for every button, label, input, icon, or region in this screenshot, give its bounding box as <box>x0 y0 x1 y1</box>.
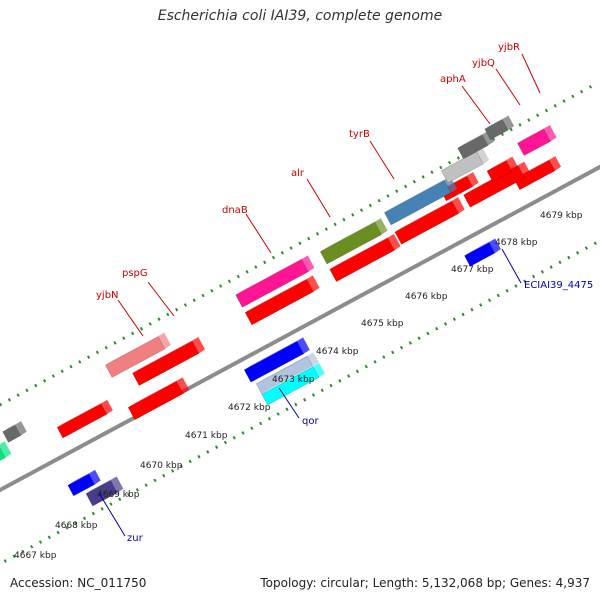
gene-label-pspg[interactable]: pspG <box>122 268 175 317</box>
genome-summary: Topology: circular; Length: 5,132,068 bp… <box>260 576 590 590</box>
svg-text:ECIAI39_4475: ECIAI39_4475 <box>524 280 593 291</box>
svg-text:yjbQ: yjbQ <box>472 58 495 69</box>
gene-label-apha[interactable]: aphA <box>440 74 491 125</box>
gene-feature[interactable] <box>2 420 27 443</box>
lower-ruler <box>0 239 600 566</box>
gene-label-yjbn[interactable]: yjbN <box>96 290 144 337</box>
gene-feature[interactable] <box>127 376 190 421</box>
svg-text:yjbN: yjbN <box>96 290 119 301</box>
tick-label: 4676 kbp <box>405 292 448 302</box>
tick-label: 4678 kbp <box>495 238 538 248</box>
tick-label: 4672 kbp <box>228 403 271 413</box>
gene-label-tyrb[interactable]: tyrB <box>349 129 395 180</box>
gene-feature[interactable] <box>484 115 515 140</box>
tick-label: 4669 kbp <box>97 490 140 500</box>
gene-feature[interactable] <box>235 255 315 308</box>
gene-feature[interactable] <box>517 124 557 156</box>
gene-feature[interactable] <box>486 156 519 182</box>
tick-label: 4667 kbp <box>14 551 57 561</box>
gene-feature[interactable] <box>56 399 113 439</box>
genome-backbone <box>0 164 600 493</box>
tick-label: 4671 kbp <box>185 431 228 441</box>
accession-text: Accession: NC_011750 <box>10 576 147 590</box>
gene-feature[interactable] <box>132 336 205 386</box>
gene-feature[interactable] <box>464 238 501 267</box>
gene-feature[interactable] <box>85 476 124 507</box>
gene-feature[interactable] <box>261 362 325 406</box>
svg-text:alr: alr <box>291 168 305 179</box>
svg-text:tyrB: tyrB <box>349 129 370 140</box>
tick-label: 4675 kbp <box>361 319 404 329</box>
gene-label-qor[interactable]: qor <box>278 387 319 427</box>
svg-text:qor: qor <box>302 416 319 427</box>
gene-label-yjbq[interactable]: yjbQ <box>472 58 521 106</box>
svg-text:zur: zur <box>127 533 144 544</box>
svg-text:dnaB: dnaB <box>222 205 248 216</box>
gene-feature[interactable] <box>394 196 465 245</box>
tick-label: 4677 kbp <box>451 265 494 275</box>
svg-text:pspG: pspG <box>122 268 148 279</box>
tick-label: 4670 kbp <box>140 461 183 471</box>
gene-feature[interactable] <box>319 217 388 265</box>
gene-feature[interactable] <box>0 440 12 486</box>
svg-text:aphA: aphA <box>440 74 466 85</box>
map-title: Escherichia coli IAI39, complete genome <box>157 8 443 24</box>
tick-label: 4673 kbp <box>272 375 315 385</box>
gene-feature[interactable] <box>67 469 101 497</box>
gene-feature[interactable] <box>104 332 171 378</box>
gene-feature[interactable] <box>329 233 401 283</box>
gene-feature[interactable] <box>244 275 320 326</box>
gene-label-zur[interactable]: zur <box>98 492 144 544</box>
tick-label: 4679 kbp <box>540 211 583 221</box>
gene-label-dnab[interactable]: dnaB <box>222 205 272 254</box>
upper-ruler <box>0 81 600 407</box>
gene-feature[interactable] <box>243 337 310 383</box>
tick-label: 4674 kbp <box>316 347 359 357</box>
tick-label: 4668 kbp <box>55 521 98 531</box>
gene-label-eciai39_4475[interactable]: ECIAI39_4475 <box>501 248 593 291</box>
gene-label-yjbr[interactable]: yjbR <box>498 42 541 94</box>
svg-text:yjbR: yjbR <box>498 42 520 53</box>
gene-label-alr[interactable]: alr <box>291 168 331 218</box>
